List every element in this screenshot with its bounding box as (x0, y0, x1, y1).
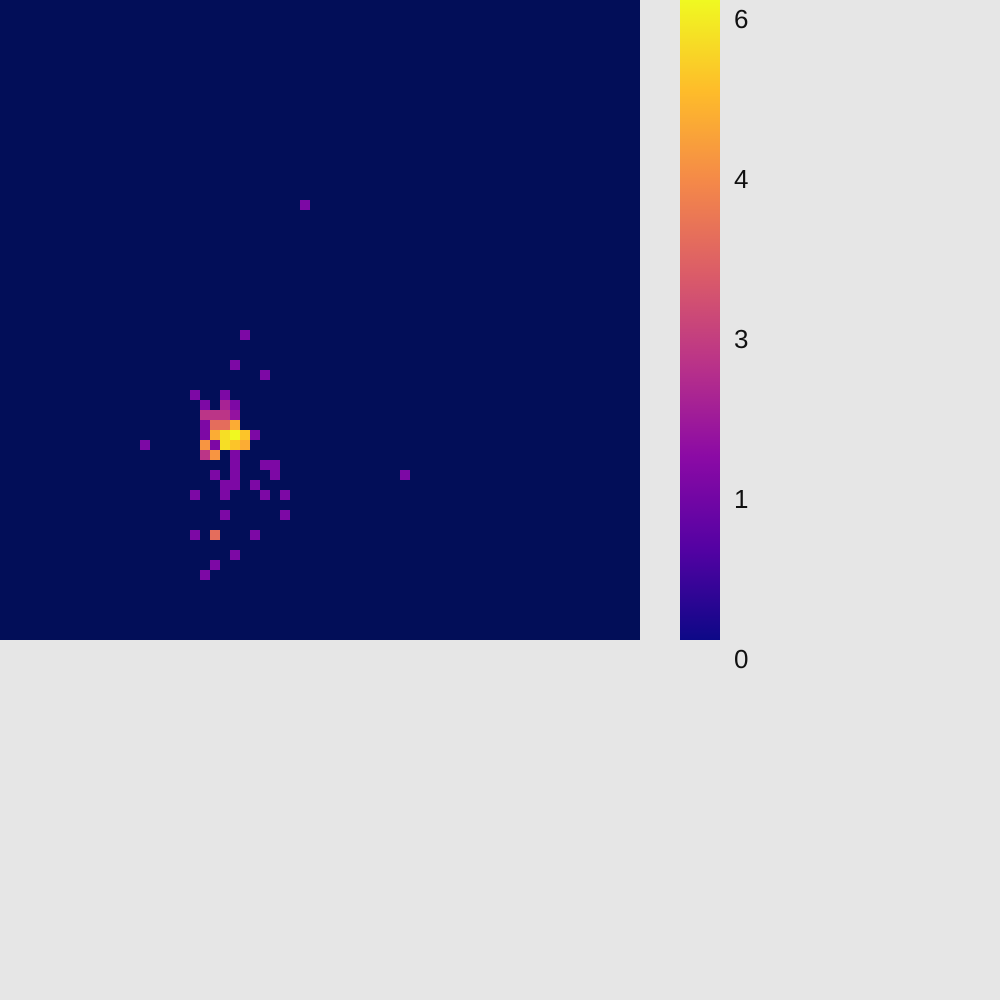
heatmap-cell (230, 450, 240, 460)
heatmap-plot-area (0, 0, 640, 640)
heatmap-cell (210, 470, 220, 480)
heatmap-cell (210, 440, 220, 450)
heatmap-cell (200, 420, 210, 430)
colorbar-ticks: 6 4 3 1 0 (734, 4, 748, 674)
heatmap-cell (230, 550, 240, 560)
heatmap-cell (220, 510, 230, 520)
heatmap-cell (200, 400, 210, 410)
heatmap-cell (230, 440, 240, 450)
colorbar (680, 0, 720, 640)
heatmap-cell (240, 330, 250, 340)
heatmap-cell (240, 430, 250, 440)
heatmap-cell (230, 460, 240, 470)
heatmap-cell (210, 410, 220, 420)
heatmap-cell (220, 480, 230, 490)
heatmap-cell (200, 410, 210, 420)
heatmap-cell (210, 530, 220, 540)
heatmap-cell (250, 480, 260, 490)
heatmap-cell (200, 450, 210, 460)
heatmap-cell (200, 440, 210, 450)
heatmap-cell (230, 400, 240, 410)
heatmap-cell (300, 200, 310, 210)
colorbar-tick-label: 0 (734, 644, 748, 674)
heatmap-cell (230, 470, 240, 480)
heatmap-cell (200, 570, 210, 580)
heatmap-cell (270, 470, 280, 480)
heatmap-cell (220, 400, 230, 410)
heatmap-cell (220, 390, 230, 400)
colorbar-tick-label: 6 (734, 4, 748, 34)
heatmap-cell (260, 490, 270, 500)
heatmap-cell (220, 410, 230, 420)
heatmap-cell (190, 530, 200, 540)
heatmap-cell (210, 450, 220, 460)
heatmap-cell (230, 420, 240, 430)
heatmap-cell (230, 360, 240, 370)
heatmap-cell (400, 470, 410, 480)
heatmap-cell (220, 490, 230, 500)
heatmap-cell (200, 430, 210, 440)
heatmap-cell (210, 420, 220, 430)
heatmap-cell (270, 460, 280, 470)
heatmap-cell (220, 430, 230, 440)
heatmap-cell (140, 440, 150, 450)
heatmap-cell (240, 440, 250, 450)
heatmap-cell (230, 430, 240, 440)
heatmap-cell (260, 370, 270, 380)
colorbar-tick-label: 1 (734, 484, 748, 514)
heatmap-cell (210, 430, 220, 440)
heatmap-cell (260, 460, 270, 470)
heatmap-cell (280, 510, 290, 520)
heatmap-cell (280, 490, 290, 500)
heatmap-cells (140, 200, 410, 580)
heatmap-cell (250, 430, 260, 440)
colorbar-tick-label: 4 (734, 164, 748, 194)
heatmap-cell (190, 390, 200, 400)
heatmap-cell (220, 420, 230, 430)
heatmap-cell (210, 560, 220, 570)
heatmap-cell (230, 410, 240, 420)
colorbar-tick-label: 3 (734, 324, 748, 354)
heatmap-cell (220, 440, 230, 450)
heatmap-cell (230, 480, 240, 490)
heatmap-cell (250, 530, 260, 540)
heatmap-cell (190, 490, 200, 500)
